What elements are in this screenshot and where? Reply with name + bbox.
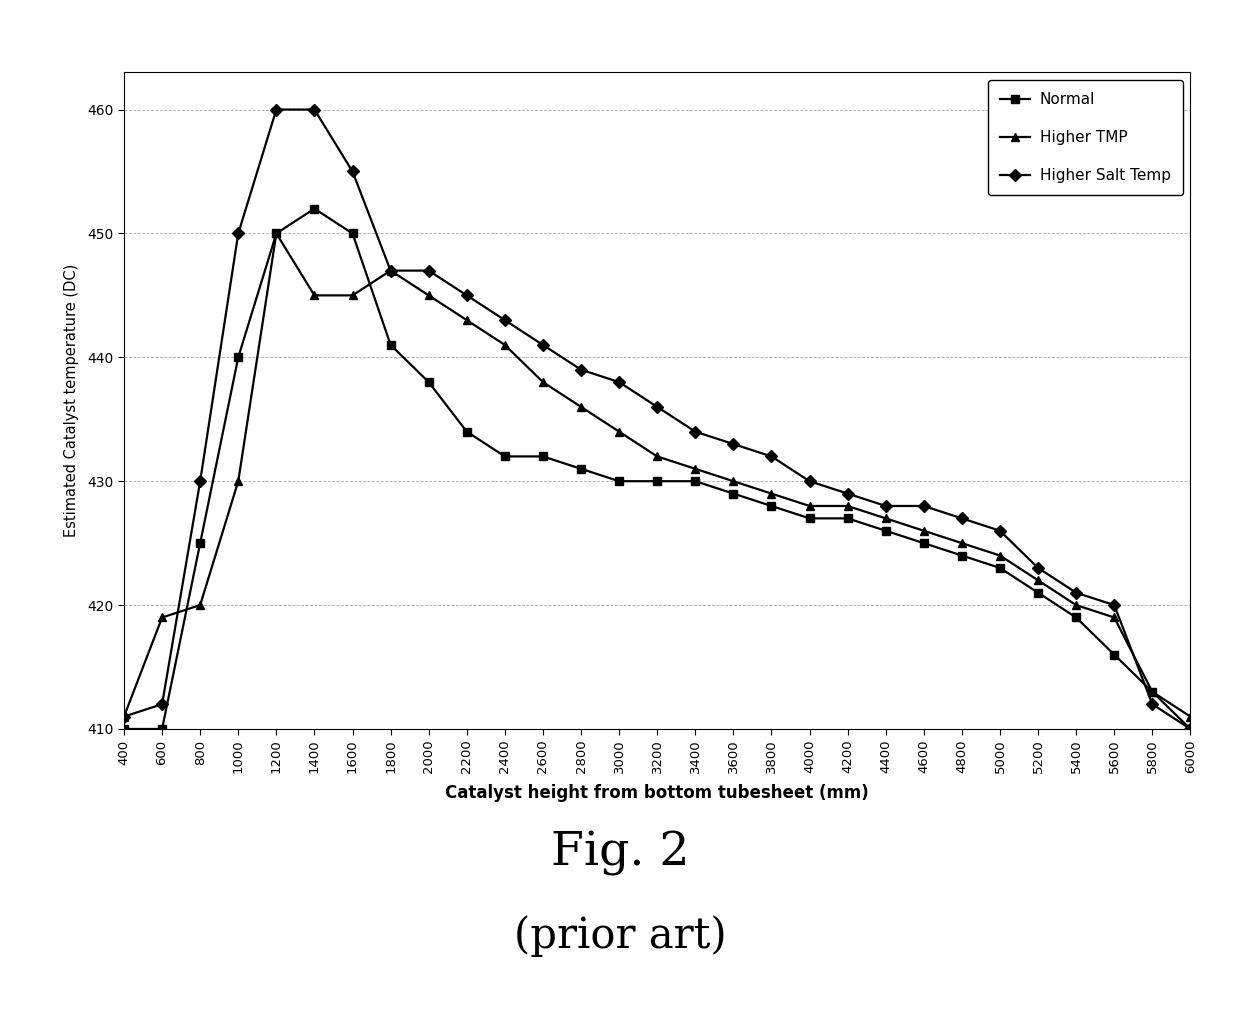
Higher TMP	[688, 462, 703, 475]
Normal	[841, 512, 856, 524]
Normal	[231, 352, 246, 364]
Higher Salt Temp	[992, 524, 1007, 537]
Line: Normal: Normal	[120, 205, 1194, 733]
Higher Salt Temp	[802, 475, 817, 487]
Higher Salt Temp	[841, 487, 856, 499]
Higher Salt Temp	[345, 165, 360, 178]
Higher TMP	[383, 265, 398, 277]
Higher TMP	[1030, 574, 1045, 586]
Higher Salt Temp	[192, 475, 207, 487]
Higher TMP	[764, 487, 779, 499]
Higher TMP	[155, 611, 170, 624]
Normal	[955, 549, 970, 561]
Higher TMP	[1069, 599, 1084, 611]
Higher Salt Temp	[497, 314, 512, 327]
Higher Salt Temp	[1069, 586, 1084, 599]
Line: Higher TMP: Higher TMP	[120, 230, 1194, 721]
Higher Salt Temp	[231, 227, 246, 240]
Normal	[688, 475, 703, 487]
Higher TMP	[955, 537, 970, 549]
Normal	[155, 723, 170, 735]
Normal	[1145, 686, 1159, 698]
Normal	[802, 512, 817, 524]
Higher Salt Temp	[1183, 723, 1198, 735]
Higher TMP	[1183, 710, 1198, 723]
Higher TMP	[422, 290, 436, 302]
Higher TMP	[802, 499, 817, 512]
Higher TMP	[231, 475, 246, 487]
Normal	[459, 425, 474, 437]
Higher TMP	[308, 290, 322, 302]
Higher Salt Temp	[650, 400, 665, 413]
Higher Salt Temp	[422, 265, 436, 277]
Legend: Normal, Higher TMP, Higher Salt Temp: Normal, Higher TMP, Higher Salt Temp	[987, 80, 1183, 195]
Higher TMP	[497, 339, 512, 352]
Higher TMP	[345, 290, 360, 302]
Higher TMP	[611, 425, 626, 437]
Higher TMP	[536, 376, 551, 389]
Higher Salt Temp	[308, 103, 322, 116]
Higher TMP	[1107, 611, 1122, 624]
Higher Salt Temp	[916, 499, 931, 512]
Normal	[878, 524, 893, 537]
Normal	[117, 723, 131, 735]
Normal	[764, 499, 779, 512]
Higher Salt Temp	[764, 450, 779, 462]
Text: Fig. 2: Fig. 2	[551, 830, 689, 876]
Higher Salt Temp	[383, 265, 398, 277]
Normal	[611, 475, 626, 487]
Normal	[650, 475, 665, 487]
Y-axis label: Estimated Catalyst temperature (DC): Estimated Catalyst temperature (DC)	[64, 264, 79, 538]
X-axis label: Catalyst height from bottom tubesheet (mm): Catalyst height from bottom tubesheet (m…	[445, 784, 869, 802]
Higher Salt Temp	[117, 710, 131, 723]
Higher Salt Temp	[459, 290, 474, 302]
Higher TMP	[117, 710, 131, 723]
Higher Salt Temp	[688, 425, 703, 437]
Higher Salt Temp	[611, 376, 626, 389]
Higher Salt Temp	[725, 437, 740, 450]
Higher Salt Temp	[955, 512, 970, 524]
Normal	[536, 450, 551, 462]
Higher Salt Temp	[155, 698, 170, 710]
Higher TMP	[574, 400, 589, 413]
Higher TMP	[459, 314, 474, 327]
Higher TMP	[878, 512, 893, 524]
Normal	[192, 537, 207, 549]
Normal	[1183, 723, 1198, 735]
Higher Salt Temp	[1145, 698, 1159, 710]
Higher TMP	[841, 499, 856, 512]
Normal	[345, 227, 360, 240]
Normal	[1107, 648, 1122, 661]
Normal	[497, 450, 512, 462]
Normal	[1030, 586, 1045, 599]
Higher TMP	[192, 599, 207, 611]
Higher TMP	[269, 227, 284, 240]
Higher Salt Temp	[269, 103, 284, 116]
Text: (prior art): (prior art)	[513, 915, 727, 956]
Normal	[269, 227, 284, 240]
Normal	[1069, 611, 1084, 624]
Higher TMP	[992, 549, 1007, 561]
Normal	[422, 376, 436, 389]
Higher Salt Temp	[878, 499, 893, 512]
Normal	[308, 203, 322, 215]
Higher Salt Temp	[1030, 561, 1045, 574]
Higher TMP	[650, 450, 665, 462]
Normal	[725, 487, 740, 499]
Normal	[574, 462, 589, 475]
Normal	[383, 339, 398, 352]
Higher Salt Temp	[1107, 599, 1122, 611]
Higher Salt Temp	[536, 339, 551, 352]
Normal	[992, 561, 1007, 574]
Higher Salt Temp	[574, 364, 589, 376]
Normal	[916, 537, 931, 549]
Higher TMP	[1145, 686, 1159, 698]
Line: Higher Salt Temp: Higher Salt Temp	[120, 105, 1194, 733]
Higher TMP	[725, 475, 740, 487]
Higher TMP	[916, 524, 931, 537]
